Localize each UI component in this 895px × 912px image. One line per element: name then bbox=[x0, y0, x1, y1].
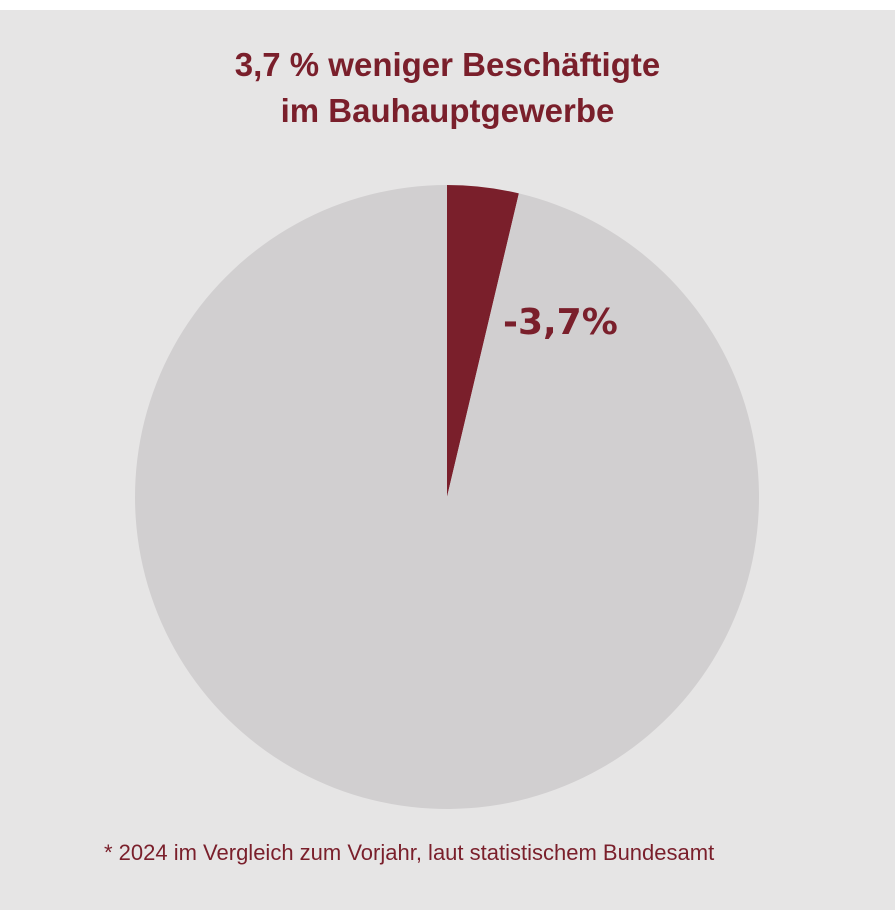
footnote: * 2024 im Vergleich zum Vorjahr, laut st… bbox=[104, 840, 715, 865]
chart-title-line-1: 3,7 % weniger Beschäftigte bbox=[234, 46, 661, 83]
slice-label-decline: -3,7% bbox=[503, 302, 618, 343]
pie-slice-rest bbox=[135, 185, 760, 809]
pie-slices bbox=[135, 185, 760, 809]
chart-title-line-2: im Bauhauptgewerbe bbox=[280, 92, 615, 129]
chart-title: 3,7 % weniger Beschäftigte im Bauhauptge… bbox=[0, 42, 895, 134]
pie-slice-decline bbox=[447, 185, 519, 497]
